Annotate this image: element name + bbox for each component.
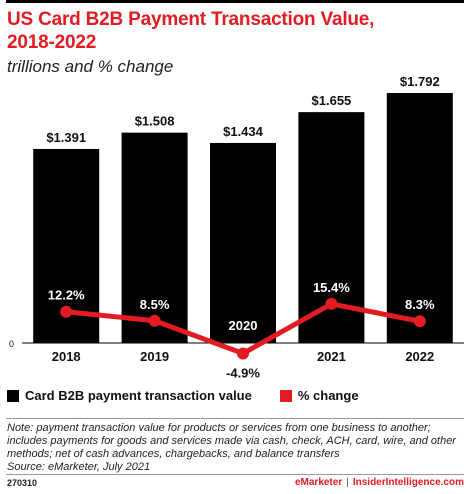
legend-swatch-bars xyxy=(7,389,19,402)
pct-label-2018: 12.2% xyxy=(48,288,85,303)
bar-value-label-2020: $1.434 xyxy=(223,124,264,139)
bar-2019 xyxy=(121,132,188,343)
legend-label-bars: Card B2B payment transaction value xyxy=(25,388,252,403)
y-axis-zero-label: 0 xyxy=(9,339,14,349)
x-tick-label-2020: 2020 xyxy=(229,318,258,333)
note-line-2: includes payments for goods and services… xyxy=(7,435,456,447)
pct-label-2019: 8.5% xyxy=(140,297,170,312)
legend-item-line: % change xyxy=(279,388,359,403)
x-tick-label-2022: 2022 xyxy=(405,349,434,364)
note-line-1: Note: payment transaction value for prod… xyxy=(7,422,431,434)
pct-label-2020: -4.9% xyxy=(226,365,260,380)
x-tick-label-2021: 2021 xyxy=(317,349,346,364)
chart-area: 0 $1.391 $1.508 $1.434 $1.655 $1.792 12.2% 8.5%… xyxy=(9,74,464,380)
pct-label-2022: 8.3% xyxy=(405,297,435,312)
pct-label-2021: 15.4% xyxy=(313,280,350,295)
legend-swatch-line xyxy=(279,389,292,402)
bar-value-label-2022: $1.792 xyxy=(400,74,440,89)
legend-item-bars: Card B2B payment transaction value xyxy=(7,388,252,403)
note-source: Source: eMarketer, July 2021 xyxy=(7,461,151,473)
bar-2020 xyxy=(210,142,276,343)
legend: Card B2B payment transaction value % cha… xyxy=(7,388,387,403)
pct-point-2021 xyxy=(325,297,338,310)
brand-insider-intelligence: InsiderIntelligence.com xyxy=(352,477,464,488)
note-line-3: methods; net of cash advances, chargebac… xyxy=(7,448,340,460)
bar-value-label-2019: $1.508 xyxy=(135,114,175,129)
bar-value-label-2021: $1.655 xyxy=(312,93,352,108)
top-rule xyxy=(6,0,464,3)
brand-separator: | xyxy=(346,477,349,488)
pct-point-2018 xyxy=(60,305,73,318)
chart-subtitle: trillions and % change xyxy=(7,57,174,76)
pct-point-2022 xyxy=(413,315,426,328)
x-tick-label-2019: 2019 xyxy=(140,349,169,364)
chart-note: Note: payment transaction value for prod… xyxy=(7,422,465,474)
x-tick-label-2018: 2018 xyxy=(52,349,81,364)
pct-point-2020 xyxy=(237,347,249,360)
pct-point-2019 xyxy=(148,314,161,327)
bar-value-label-2018: $1.391 xyxy=(46,130,86,145)
footer-brand: eMarketer | InsiderIntelligence.com xyxy=(295,477,464,488)
chart-title: US Card B2B Payment Transaction Value, 2… xyxy=(7,9,375,53)
chart-id: 270310 xyxy=(7,478,38,488)
footer-divider xyxy=(6,474,464,475)
note-divider xyxy=(6,418,464,419)
brand-emarketer: eMarketer xyxy=(294,477,343,488)
bar-2022 xyxy=(386,93,453,344)
legend-label-line: % change xyxy=(297,388,359,403)
